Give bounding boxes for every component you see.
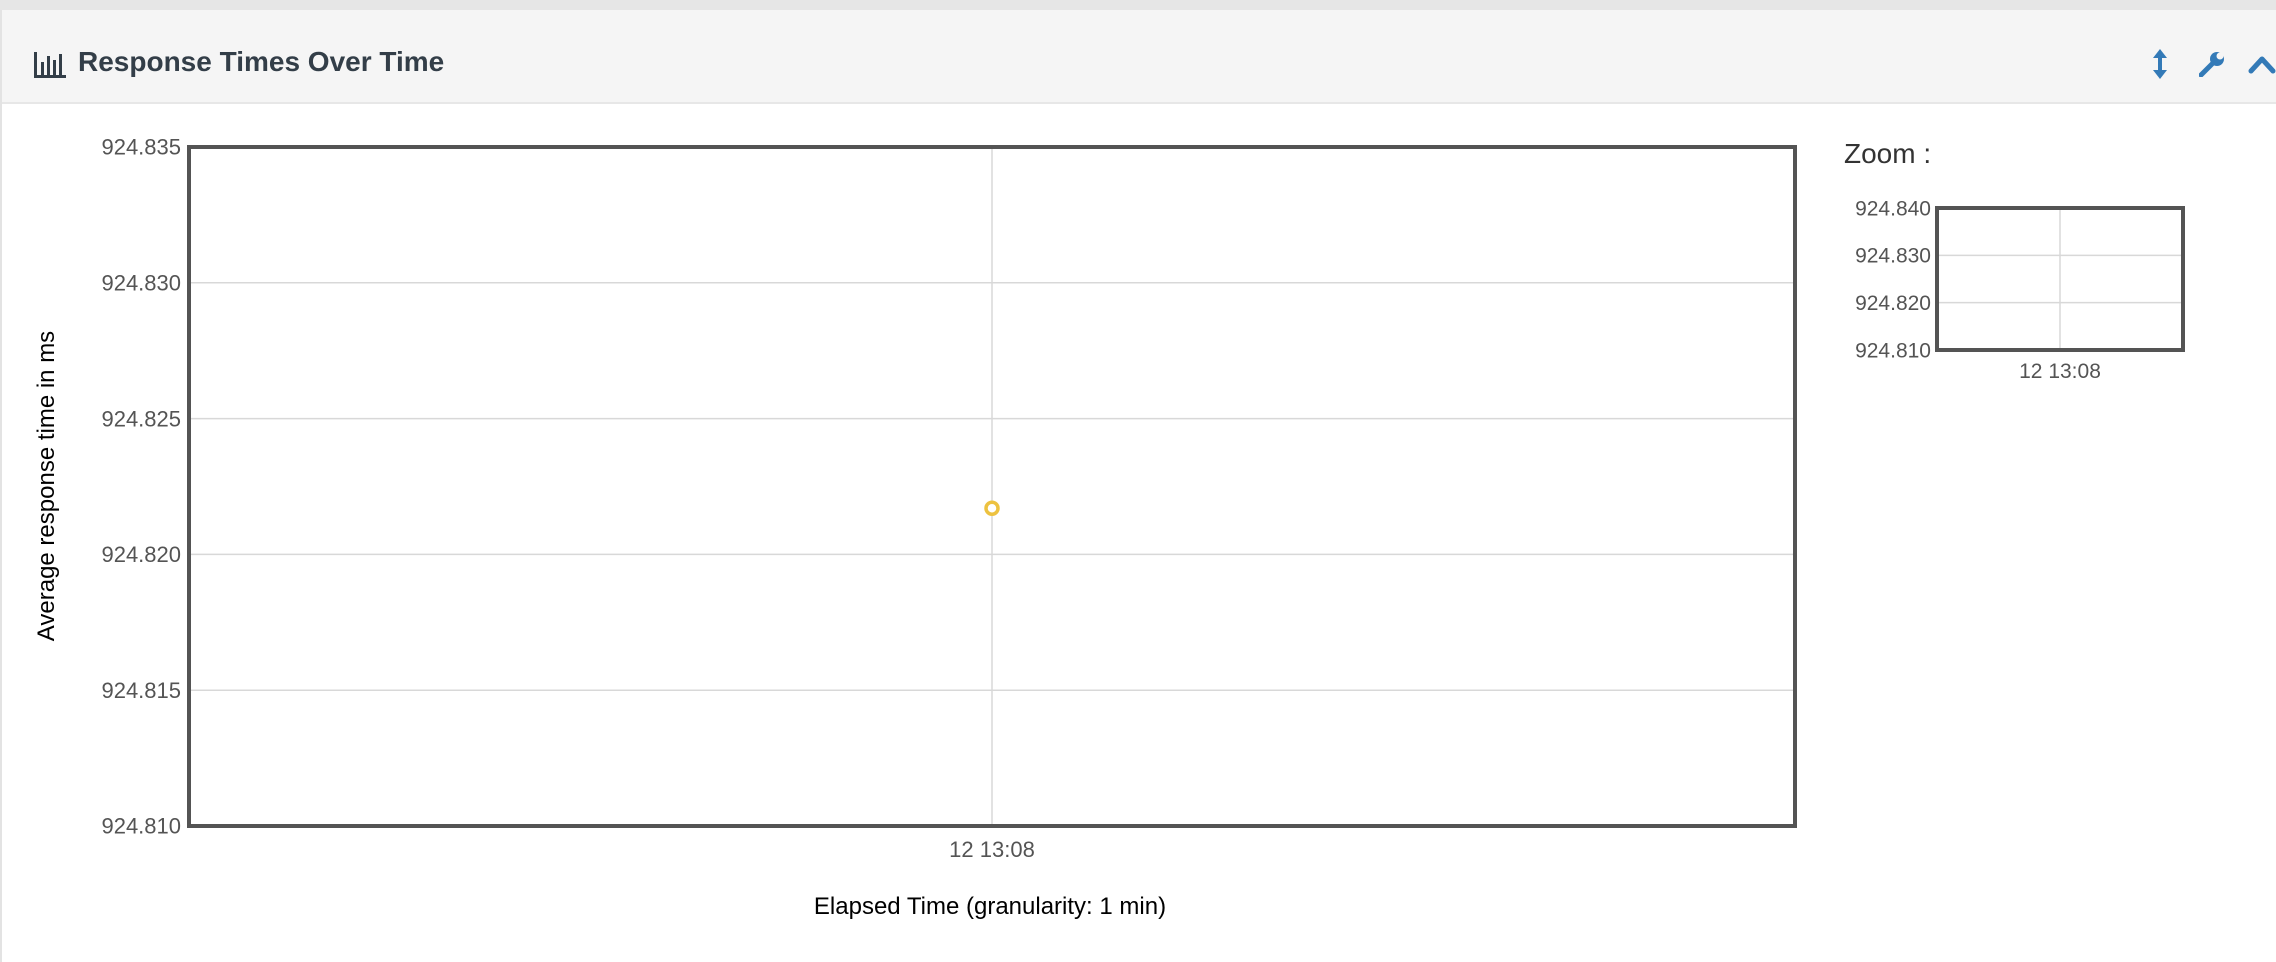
main-plot-frame bbox=[187, 145, 1797, 828]
y-tick-label: 924.820 bbox=[1855, 292, 1931, 315]
bar-chart-icon bbox=[34, 52, 66, 78]
resize-vertical-icon[interactable] bbox=[2140, 44, 2180, 84]
x-axis-label: Elapsed Time (granularity: 1 min) bbox=[814, 893, 1166, 920]
y-tick-label: 924.820 bbox=[101, 542, 181, 567]
zoom-overview-chart[interactable]: 924.840 924.830 924.820 924.810 12 13:08 bbox=[1855, 197, 2185, 383]
y-tick-label: 924.810 bbox=[1855, 339, 1931, 362]
x-tick-label: 12 13:08 bbox=[949, 837, 1035, 862]
zoom-x-tick-labels: 12 13:08 bbox=[2019, 360, 2101, 383]
chevron-up-icon[interactable] bbox=[2242, 44, 2276, 84]
x-tick-label: 12 13:08 bbox=[2019, 360, 2101, 383]
y-tick-label: 924.810 bbox=[101, 814, 181, 839]
zoom-grid bbox=[1937, 208, 2183, 350]
main-y-tick-labels: 924.835 924.830 924.825 924.820 924.815 924.8… bbox=[101, 135, 181, 839]
y-tick-label: 924.815 bbox=[101, 678, 181, 703]
panel-header: Response Times Over Time bbox=[2, 10, 2276, 104]
panel-title: Response Times Over Time bbox=[78, 46, 445, 77]
y-axis-label: Average response time in ms bbox=[33, 331, 60, 641]
main-grid bbox=[189, 147, 1795, 826]
data-point[interactable] bbox=[984, 500, 1000, 516]
zoom-label: Zoom : bbox=[1844, 138, 1932, 169]
top-strip bbox=[0, 0, 2276, 10]
wrench-icon[interactable] bbox=[2192, 44, 2232, 84]
main-series[interactable] bbox=[984, 500, 1000, 516]
y-tick-label: 924.830 bbox=[1855, 245, 1931, 268]
y-tick-label: 924.825 bbox=[101, 406, 181, 431]
main-chart: 924.835 924.830 924.825 924.820 924.815 924.8… bbox=[33, 135, 1797, 920]
response-times-panel: Response Times Over Time bbox=[0, 10, 2276, 962]
main-x-tick-labels: 12 13:08 bbox=[949, 837, 1035, 862]
y-tick-label: 924.830 bbox=[101, 271, 181, 296]
zoom-plot-frame[interactable] bbox=[1935, 206, 2185, 352]
y-tick-label: 924.835 bbox=[101, 135, 181, 160]
y-tick-label: 924.840 bbox=[1855, 197, 1931, 220]
zoom-y-tick-labels: 924.840 924.830 924.820 924.810 bbox=[1855, 197, 1931, 362]
